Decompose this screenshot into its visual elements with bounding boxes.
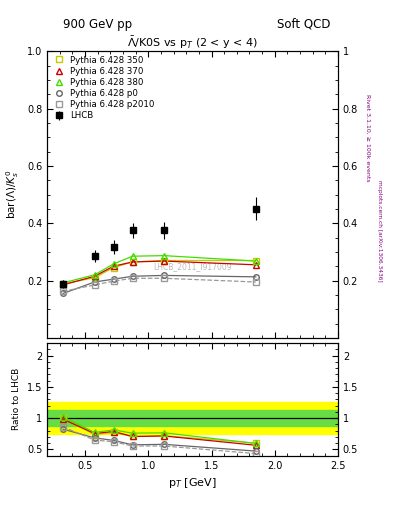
Line: Pythia 6.428 p0: Pythia 6.428 p0 xyxy=(60,272,259,296)
Line: Pythia 6.428 380: Pythia 6.428 380 xyxy=(60,253,259,286)
Pythia 6.428 380 xyxy=(111,261,116,267)
Pythia 6.428 p2010 xyxy=(92,282,97,288)
Pythia 6.428 p0 xyxy=(61,290,65,296)
Pythia 6.428 350 xyxy=(130,259,135,265)
X-axis label: p$_{T}$ [GeV]: p$_{T}$ [GeV] xyxy=(168,476,217,490)
Pythia 6.428 380 xyxy=(162,252,167,259)
Pythia 6.428 350 xyxy=(162,258,167,264)
Pythia 6.428 380 xyxy=(92,272,97,278)
Pythia 6.428 380 xyxy=(61,280,65,286)
Pythia 6.428 p0 xyxy=(111,276,116,282)
Pythia 6.428 p0 xyxy=(162,272,167,279)
Pythia 6.428 p0 xyxy=(92,279,97,285)
Pythia 6.428 370 xyxy=(162,258,167,264)
Text: 900 GeV pp: 900 GeV pp xyxy=(63,18,132,31)
Bar xyxy=(47,402,338,434)
Pythia 6.428 p2010 xyxy=(130,275,135,282)
Pythia 6.428 370 xyxy=(111,263,116,269)
Line: Pythia 6.428 370: Pythia 6.428 370 xyxy=(60,258,259,288)
Pythia 6.428 370 xyxy=(253,262,258,268)
Pythia 6.428 350 xyxy=(61,281,65,287)
Y-axis label: Ratio to LHCB: Ratio to LHCB xyxy=(12,368,21,431)
Pythia 6.428 350 xyxy=(111,265,116,271)
Pythia 6.428 p2010 xyxy=(162,275,167,282)
Text: mcplots.cern.ch [arXiv:1306.3436]: mcplots.cern.ch [arXiv:1306.3436] xyxy=(377,180,382,281)
Pythia 6.428 380 xyxy=(253,258,258,264)
Text: Rivet 3.1.10, ≥ 100k events: Rivet 3.1.10, ≥ 100k events xyxy=(365,94,370,182)
Text: LHCB_2011_I917009: LHCB_2011_I917009 xyxy=(153,262,232,271)
Pythia 6.428 350 xyxy=(92,274,97,281)
Line: Pythia 6.428 p2010: Pythia 6.428 p2010 xyxy=(60,275,259,294)
Pythia 6.428 370 xyxy=(92,273,97,280)
Title: $\bar{\Lambda}$/K0S vs p$_{T}$ (2 < y < 4): $\bar{\Lambda}$/K0S vs p$_{T}$ (2 < y < … xyxy=(127,35,258,51)
Pythia 6.428 370 xyxy=(130,259,135,265)
Pythia 6.428 380 xyxy=(130,253,135,259)
Pythia 6.428 350 xyxy=(253,258,258,264)
Legend: Pythia 6.428 350, Pythia 6.428 370, Pythia 6.428 380, Pythia 6.428 p0, Pythia 6.: Pythia 6.428 350, Pythia 6.428 370, Pyth… xyxy=(50,54,156,122)
Pythia 6.428 p2010 xyxy=(253,279,258,285)
Y-axis label: bar($\Lambda$)/$K^0_s$: bar($\Lambda$)/$K^0_s$ xyxy=(5,170,21,219)
Bar xyxy=(47,410,338,426)
Pythia 6.428 370 xyxy=(61,282,65,288)
Pythia 6.428 p0 xyxy=(130,273,135,280)
Line: Pythia 6.428 350: Pythia 6.428 350 xyxy=(60,258,259,287)
Pythia 6.428 p2010 xyxy=(61,288,65,294)
Text: Soft QCD: Soft QCD xyxy=(277,18,330,31)
Pythia 6.428 p2010 xyxy=(111,278,116,284)
Pythia 6.428 p0 xyxy=(253,274,258,280)
